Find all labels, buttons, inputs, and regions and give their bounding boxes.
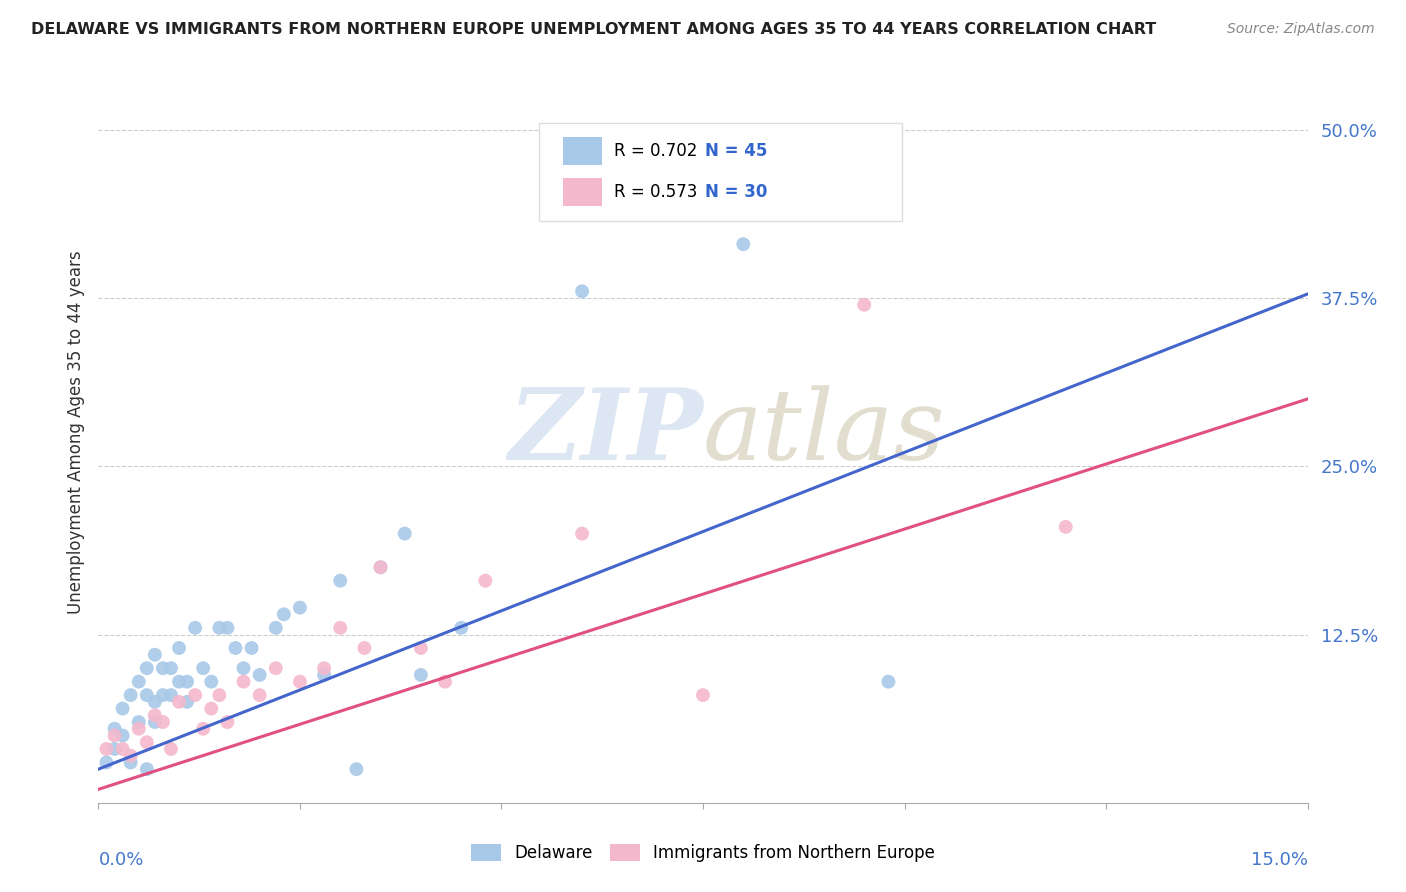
Point xyxy=(143,714,166,729)
Point xyxy=(184,621,207,635)
Point xyxy=(176,695,198,709)
Point xyxy=(208,688,231,702)
Point xyxy=(877,674,900,689)
Point xyxy=(135,735,157,749)
Text: Source: ZipAtlas.com: Source: ZipAtlas.com xyxy=(1227,22,1375,37)
Text: 0.0%: 0.0% xyxy=(98,851,143,869)
Point xyxy=(329,574,352,588)
Point xyxy=(167,674,190,689)
Point xyxy=(264,661,287,675)
Point xyxy=(160,661,183,675)
Point xyxy=(128,722,150,736)
Point xyxy=(167,695,190,709)
Point xyxy=(409,640,432,655)
Point xyxy=(329,621,352,635)
Point xyxy=(217,714,239,729)
Point xyxy=(96,756,118,770)
Point xyxy=(103,742,125,756)
Text: atlas: atlas xyxy=(703,385,946,480)
Legend: Delaware, Immigrants from Northern Europe: Delaware, Immigrants from Northern Europ… xyxy=(464,837,942,869)
Point xyxy=(224,640,246,655)
Point xyxy=(160,742,183,756)
Text: R = 0.573: R = 0.573 xyxy=(614,183,697,201)
Point xyxy=(176,674,198,689)
Point xyxy=(135,762,157,776)
Point xyxy=(167,640,190,655)
Point xyxy=(128,674,150,689)
Point xyxy=(152,688,174,702)
Point xyxy=(571,526,593,541)
Point xyxy=(692,688,714,702)
Point xyxy=(111,742,134,756)
Point xyxy=(273,607,295,622)
Point xyxy=(733,237,755,252)
Point xyxy=(288,674,311,689)
Point xyxy=(409,668,432,682)
Point xyxy=(344,762,367,776)
Point xyxy=(1054,520,1077,534)
Point xyxy=(143,648,166,662)
Point xyxy=(103,729,125,743)
Point xyxy=(314,661,336,675)
Point xyxy=(370,560,392,574)
Point xyxy=(288,600,311,615)
Point xyxy=(152,714,174,729)
Point xyxy=(120,688,142,702)
Text: DELAWARE VS IMMIGRANTS FROM NORTHERN EUROPE UNEMPLOYMENT AMONG AGES 35 TO 44 YEA: DELAWARE VS IMMIGRANTS FROM NORTHERN EUR… xyxy=(31,22,1156,37)
Text: 15.0%: 15.0% xyxy=(1250,851,1308,869)
Point xyxy=(111,701,134,715)
Point xyxy=(135,688,157,702)
Point xyxy=(264,621,287,635)
Point xyxy=(353,640,375,655)
Point xyxy=(200,674,222,689)
Point xyxy=(193,661,215,675)
Y-axis label: Unemployment Among Ages 35 to 44 years: Unemployment Among Ages 35 to 44 years xyxy=(66,251,84,615)
Point xyxy=(103,722,125,736)
Point xyxy=(208,621,231,635)
Point xyxy=(152,661,174,675)
Text: N = 30: N = 30 xyxy=(706,183,768,201)
Text: N = 45: N = 45 xyxy=(706,142,768,160)
Point xyxy=(111,729,134,743)
Point xyxy=(96,742,118,756)
Point xyxy=(184,688,207,702)
Point xyxy=(193,722,215,736)
Point xyxy=(571,285,593,299)
Point xyxy=(143,695,166,709)
Point xyxy=(434,674,457,689)
Point xyxy=(232,661,254,675)
Point xyxy=(128,714,150,729)
Point xyxy=(394,526,416,541)
Point xyxy=(120,756,142,770)
Point xyxy=(474,574,496,588)
Point xyxy=(232,674,254,689)
Text: R = 0.702: R = 0.702 xyxy=(614,142,697,160)
Point xyxy=(120,748,142,763)
Point xyxy=(135,661,157,675)
Point xyxy=(370,560,392,574)
Point xyxy=(853,298,876,312)
Point xyxy=(200,701,222,715)
Point xyxy=(240,640,263,655)
Point xyxy=(160,688,183,702)
Text: ZIP: ZIP xyxy=(508,384,703,481)
Point xyxy=(217,621,239,635)
Point xyxy=(143,708,166,723)
Point xyxy=(314,668,336,682)
Point xyxy=(450,621,472,635)
Point xyxy=(249,668,271,682)
Point xyxy=(249,688,271,702)
